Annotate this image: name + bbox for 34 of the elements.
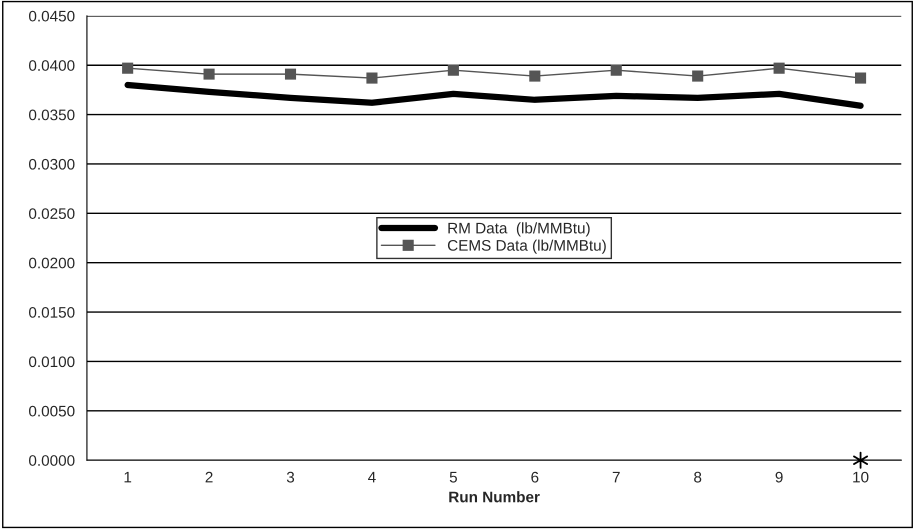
point (610, 64, 622, 76)
point (448, 64, 459, 76)
legend-label: CEMS Data (lb/MMBtu) (448, 240, 606, 254)
x-tick-label: 1 (124, 472, 132, 482)
y-tick-label: 0.0400 (28, 60, 75, 71)
point (284, 68, 296, 80)
x-tick-label: 9 (776, 472, 783, 483)
x-tick-label: 6 (531, 472, 538, 483)
y-tick-label: 0.0050 (28, 406, 75, 417)
point (366, 72, 378, 84)
y-tick-label: 0.0250 (28, 208, 75, 220)
point (529, 70, 540, 82)
point (692, 70, 704, 82)
point (204, 68, 215, 80)
y-tick-label: 0.0100 (28, 356, 75, 368)
point (853, 452, 868, 469)
x-tick-label: 4 (368, 472, 376, 482)
point (855, 72, 866, 84)
point (774, 62, 785, 74)
y-tick-label: 0.0300 (28, 158, 75, 170)
x-tick-label: 10 (853, 472, 868, 483)
legend-label: RM Data (lb/MMBtu) (448, 222, 590, 237)
point (122, 62, 134, 74)
x-tick-label: 8 (694, 472, 702, 483)
x-tick-label: 3 (286, 472, 294, 483)
x-tick-label: 7 (612, 472, 620, 482)
y-tick-label: 0.0450 (28, 10, 75, 22)
x-tick-label: 5 (450, 472, 457, 483)
y-tick-label: 0.0150 (28, 306, 75, 318)
y-tick-label: 0.0350 (28, 109, 75, 120)
x-axis-title: Run Number (449, 491, 540, 502)
x-tick-label: 2 (206, 472, 213, 482)
y-tick-label: 0.0200 (28, 258, 75, 268)
y-tick-label: 0.0000 (28, 455, 75, 466)
